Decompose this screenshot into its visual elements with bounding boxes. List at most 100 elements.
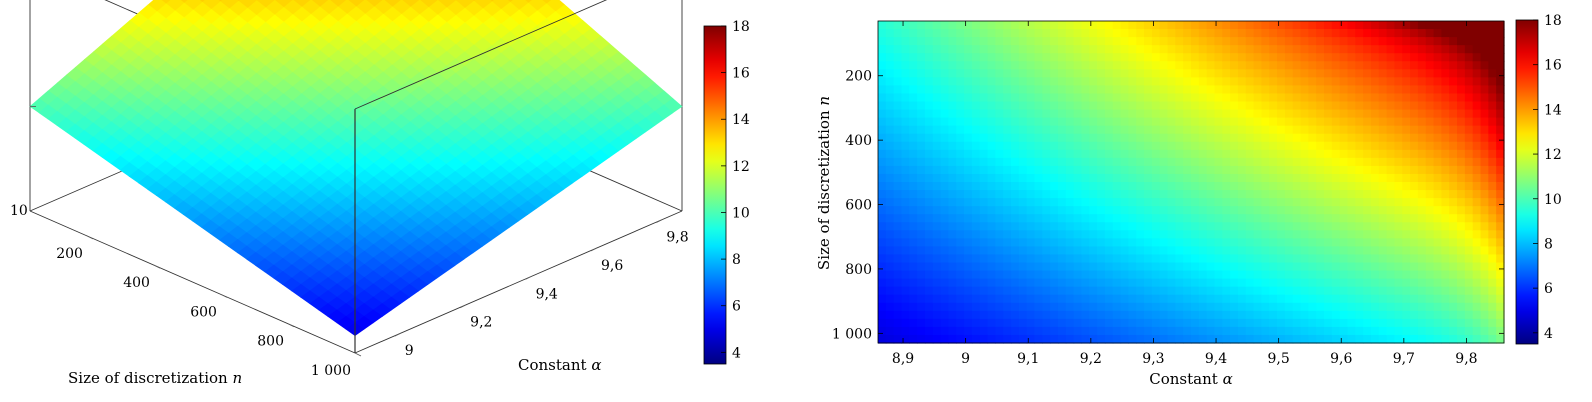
heatmap-cell	[1222, 85, 1231, 95]
heatmap-cell	[1057, 165, 1067, 175]
heatmap-cell	[1073, 109, 1083, 119]
heatmap-cell	[1073, 29, 1083, 38]
heatmap-cell	[1222, 270, 1231, 280]
heatmap-cell	[1363, 133, 1372, 143]
heatmap-cell	[1339, 133, 1349, 143]
heatmap-cell	[1237, 334, 1247, 344]
heatmap-cell	[1151, 326, 1161, 336]
heatmap-cell	[1402, 133, 1411, 143]
heatmap-cell	[1324, 278, 1333, 288]
heatmap-cell	[1206, 133, 1216, 143]
heatmap-cell	[1363, 286, 1372, 296]
heatmap-cell	[1018, 190, 1028, 199]
heatmap-cell	[1417, 21, 1427, 30]
heatmap-cell	[1417, 61, 1427, 70]
heatmap-cell	[1230, 85, 1239, 95]
heatmap-cell	[1183, 173, 1192, 183]
heatmap-cell	[1363, 165, 1372, 175]
heatmap-cell	[1347, 294, 1356, 304]
heatmap-cell	[1214, 262, 1223, 272]
heatmap-cell	[1472, 157, 1482, 167]
heatmap-cell	[1316, 85, 1325, 95]
heatmap-cell	[1269, 101, 1278, 111]
heatmap-cell	[1284, 93, 1294, 103]
heatmap-cell	[1277, 286, 1286, 296]
heatmap-cell	[1026, 302, 1036, 312]
heatmap-cell	[1472, 21, 1482, 30]
heatmap-cell	[1222, 238, 1231, 247]
heatmap-cell	[1488, 125, 1497, 135]
heatmap-cell	[1261, 157, 1270, 167]
heatmap-cell	[1245, 61, 1255, 70]
heatmap-cell	[1277, 278, 1286, 288]
heatmap-cell	[1292, 254, 1302, 264]
heatmap-cell	[1136, 334, 1145, 344]
heatmap-cell	[1237, 69, 1247, 78]
heatmap-cell	[1089, 310, 1098, 320]
heatmap-cell	[1144, 206, 1153, 215]
heatmap-cell	[971, 182, 981, 191]
heatmap-cell	[1175, 270, 1184, 280]
heatmap-cell	[909, 214, 918, 223]
heatmap-cell	[885, 206, 895, 215]
heatmap-cell	[1167, 222, 1176, 231]
heatmap-cell	[1370, 190, 1380, 199]
heatmap-cell	[1496, 133, 1505, 143]
heatmap-cell	[1183, 149, 1192, 159]
heatmap-cell	[1370, 334, 1380, 344]
heatmap-cell	[885, 334, 895, 344]
heatmap-cell	[1237, 133, 1247, 143]
heatmap-cell	[1120, 262, 1129, 272]
heatmap-cell	[1222, 334, 1231, 344]
heatmap-cell	[1441, 230, 1450, 239]
heatmap-cell	[1425, 270, 1435, 280]
heatmap-cell	[932, 133, 942, 143]
heatmap-cell	[1378, 173, 1388, 183]
heatmap-cell	[1386, 270, 1396, 280]
heatmap-cell	[1230, 117, 1239, 127]
heatmap-cell	[1394, 222, 1403, 231]
heatmap-cell	[1464, 262, 1474, 272]
heatmap-cell	[917, 214, 926, 223]
heatmap-cell	[1151, 85, 1161, 95]
heatmap-cell	[1331, 109, 1341, 119]
heatmap-cell	[1394, 93, 1403, 103]
heatmap-cell	[971, 53, 981, 62]
heatmap-cell	[1144, 262, 1153, 272]
heatmap-cell	[1144, 294, 1153, 304]
heatmap-cell	[1402, 53, 1411, 62]
heatmap-cell	[1331, 149, 1341, 159]
heatmap-cell	[1222, 141, 1231, 151]
heatmap-cell	[1457, 101, 1466, 111]
heatmap-cell	[917, 334, 926, 344]
heatmap-cell	[1269, 45, 1278, 54]
heatmap-cell	[1034, 214, 1043, 223]
heatmap-cell	[1417, 149, 1427, 159]
heatmap-cell	[1292, 173, 1302, 183]
heatmap-cell	[1183, 61, 1192, 70]
heatmap-cell	[1065, 85, 1075, 95]
heatmap-cell	[1159, 286, 1169, 296]
heatmap-cell	[1011, 77, 1020, 86]
heatmap-cell	[1120, 53, 1129, 62]
heatmap-cell	[1355, 254, 1364, 264]
heatmap-cell	[1261, 149, 1270, 159]
heatmap-cell	[893, 173, 903, 183]
heatmap-cell	[1065, 21, 1075, 30]
heatmap-cell	[901, 157, 910, 167]
heatmap-cell	[1011, 85, 1020, 95]
heatmap-cell	[1144, 238, 1153, 247]
heatmap-cell	[1065, 334, 1075, 344]
heatmap-ticks	[878, 21, 1504, 343]
heatmap-cell	[893, 206, 903, 215]
heatmap-cell	[987, 45, 996, 54]
heatmap-cell	[1018, 157, 1028, 167]
heatmap-cell	[1245, 326, 1255, 336]
heatmap-cell	[1488, 29, 1497, 38]
heatmap-cell	[1011, 294, 1020, 304]
heatmap-cell	[1496, 149, 1505, 159]
heatmap-cell	[987, 69, 996, 78]
heatmap-cell	[1292, 190, 1302, 199]
heatmap-cell	[878, 214, 887, 223]
heatmap-cell	[956, 45, 965, 54]
